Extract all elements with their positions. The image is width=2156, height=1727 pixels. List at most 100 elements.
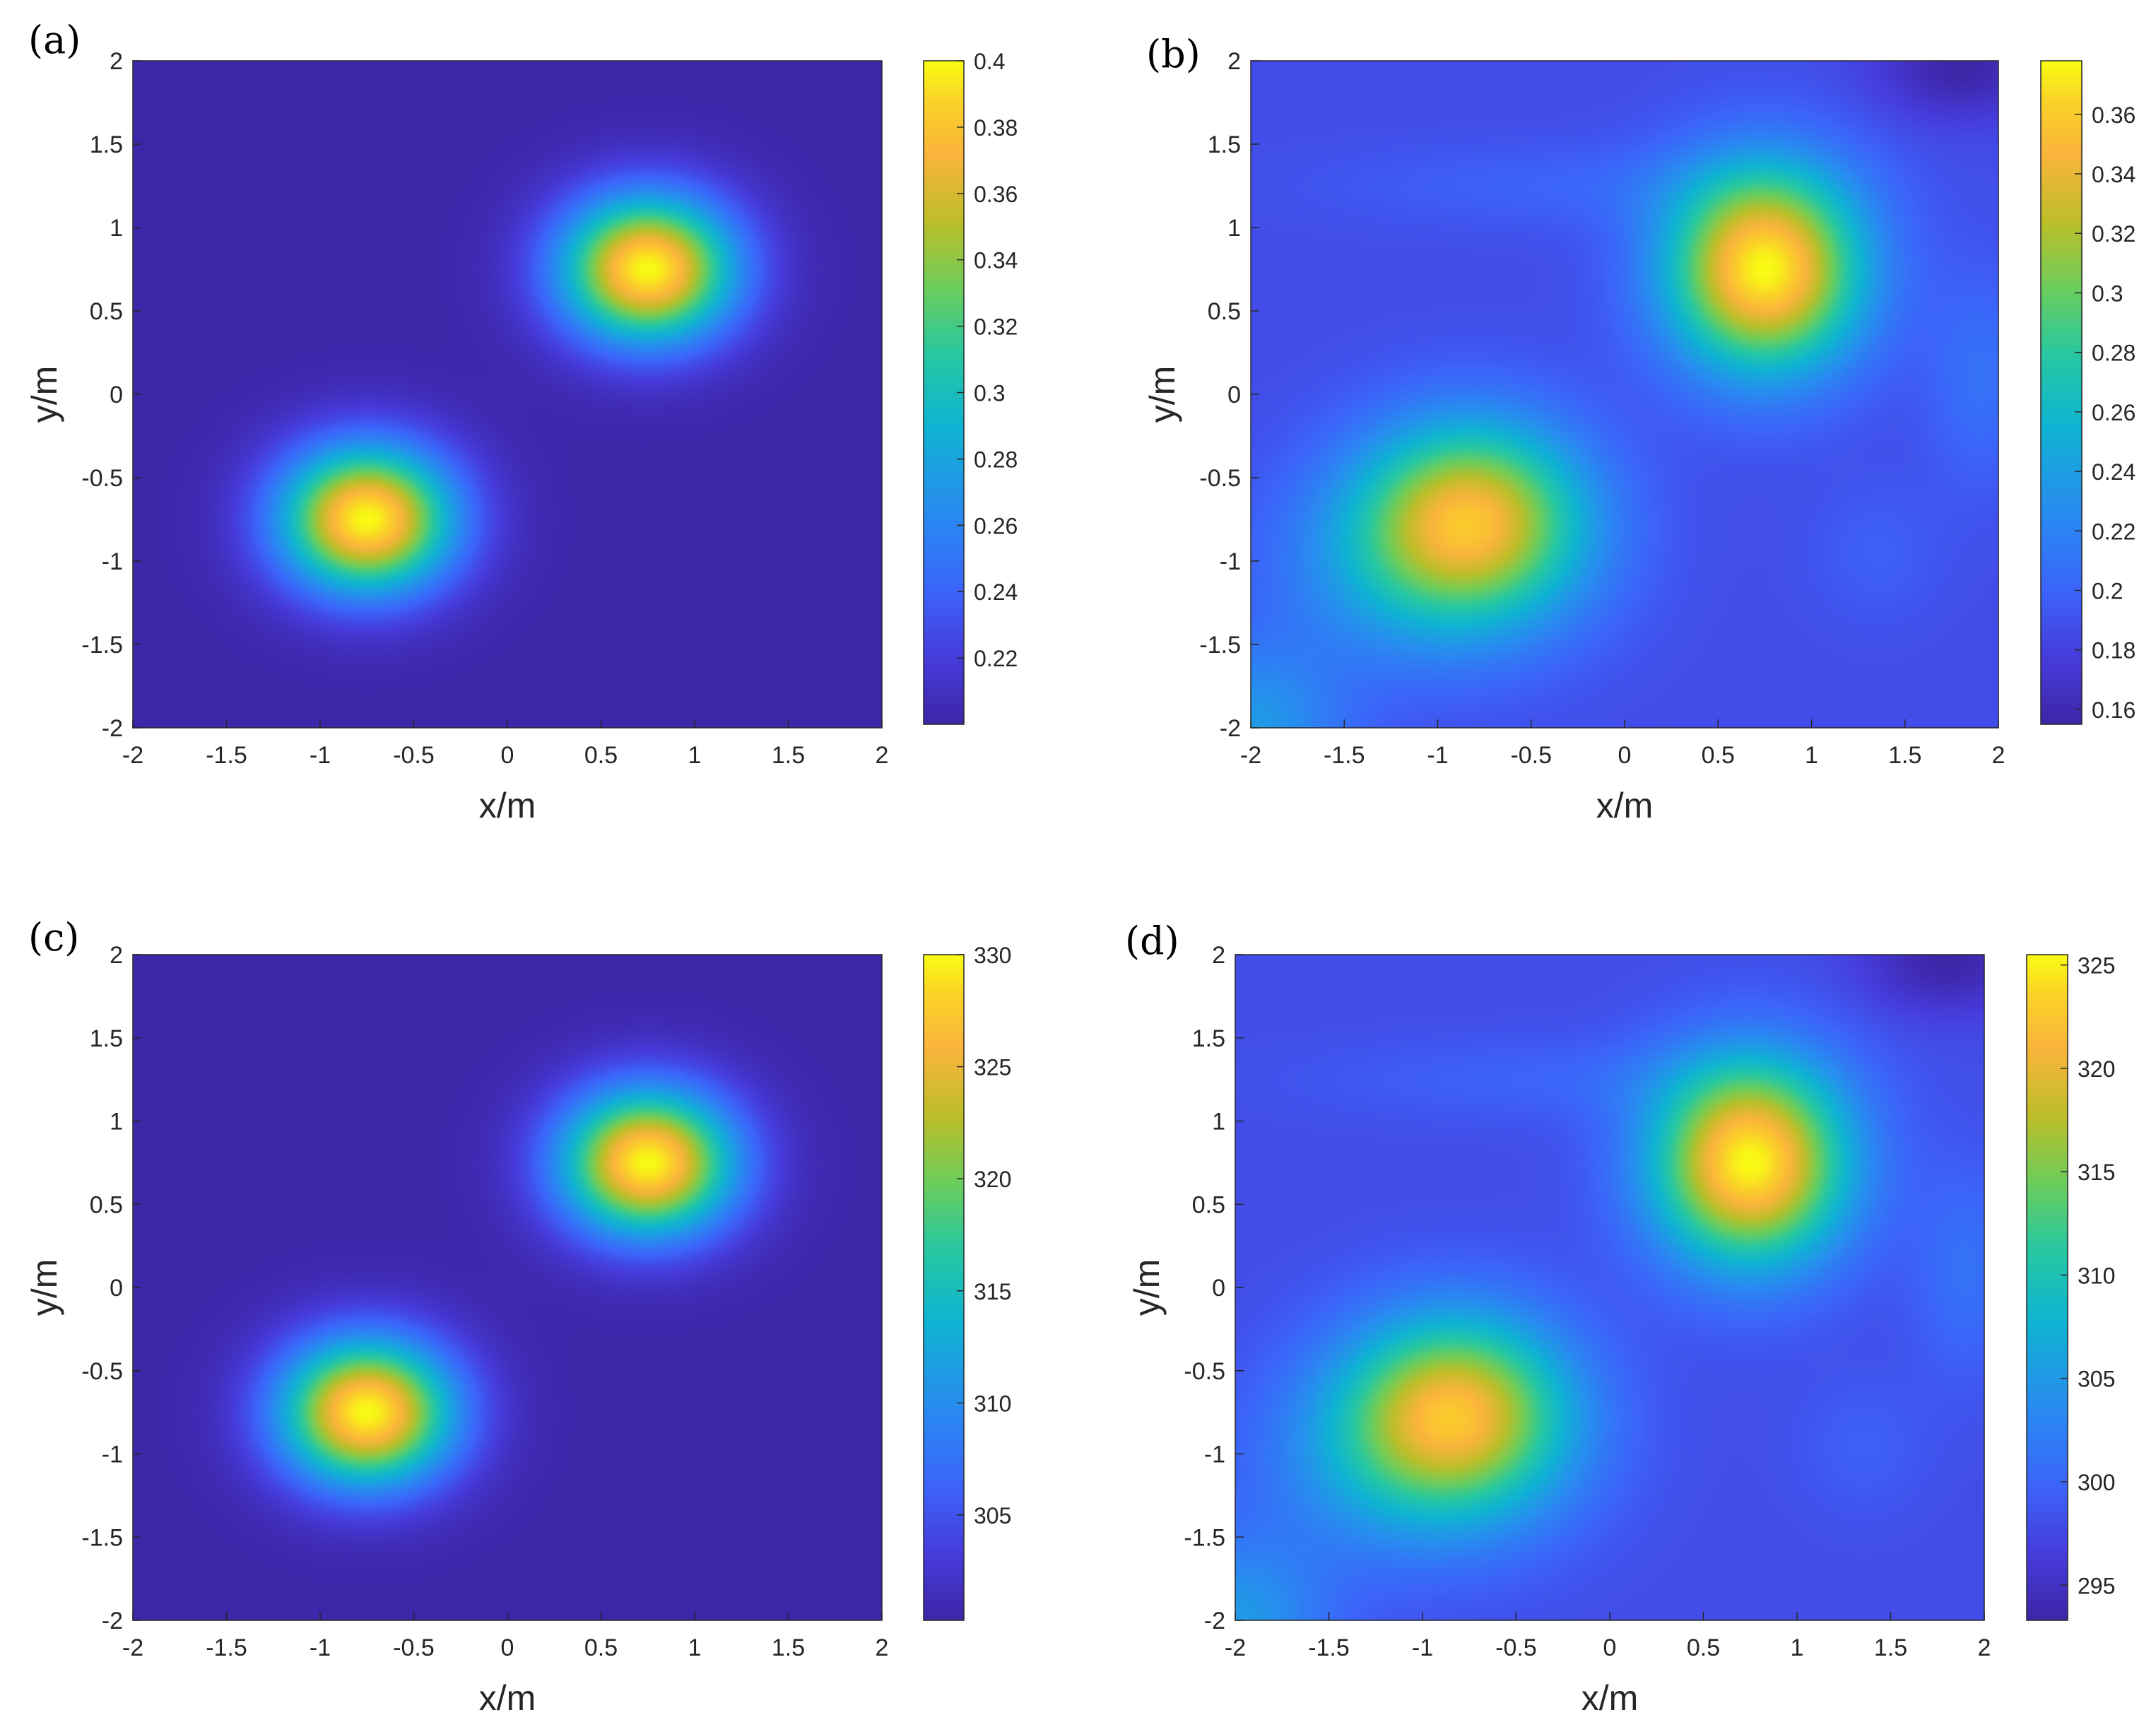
panel-a: (a) -2 -1.5 -1 -0.5 0 0.5 1 1.5 2 -2 -1.5 -1 -0.5 0 0.5… <box>25 18 1018 825</box>
y-tick-label: 2 <box>110 48 123 75</box>
y-tick-label: 1 <box>1212 1109 1225 1136</box>
x-axis-label: x/m <box>479 1678 536 1718</box>
y-tick-label: 0 <box>110 1275 123 1302</box>
x-tick-label: -2 <box>122 742 143 769</box>
panel-label: (d) <box>1125 919 1179 963</box>
colorbar-tick-label: 310 <box>974 1391 1011 1416</box>
y-tick-label: -0.5 <box>1199 465 1241 492</box>
x-tick-label: -0.5 <box>393 1634 435 1661</box>
colorbar-tick-label: 305 <box>974 1503 1011 1528</box>
y-tick-label: -1.5 <box>81 1524 123 1551</box>
colorbar-tick-label: 0.24 <box>2092 459 2136 485</box>
colorbar-tick-label: 0.22 <box>2092 519 2136 544</box>
x-tick-label: -1 <box>310 742 331 769</box>
y-tick-label: 0.5 <box>1192 1191 1225 1218</box>
x-tick-label: -1 <box>1427 742 1448 769</box>
x-tick-label: -1 <box>1412 1634 1433 1661</box>
x-tick-label: 1 <box>1791 1634 1804 1661</box>
panel-label: (a) <box>28 18 81 62</box>
x-tick-label: -1.5 <box>1324 742 1365 769</box>
x-tick-label: 0 <box>1618 742 1632 769</box>
y-axis-label: y/m <box>1127 1259 1167 1316</box>
y-tick-label: 1 <box>110 215 123 242</box>
y-tick-label: -1.5 <box>1199 632 1241 659</box>
y-tick-label: -1.5 <box>81 632 123 659</box>
x-tick-label: -0.5 <box>1495 1634 1537 1661</box>
colorbar-tick-label: 0.4 <box>974 49 1005 74</box>
x-axis-label: x/m <box>1581 1678 1639 1718</box>
y-axis-label: y/m <box>1143 366 1182 423</box>
panel-b: (b) -2 -1.5 -1 -0.5 0 0.5 1 1.5 2 -2 -1.5 -1 -0.5 0 0.5… <box>1143 32 2136 825</box>
y-tick-label: -0.5 <box>81 1358 123 1385</box>
y-tick-label: -2 <box>102 1608 123 1634</box>
y-tick-label: -1 <box>1204 1442 1225 1468</box>
colorbar-tick-label: 310 <box>2078 1263 2115 1288</box>
x-tick-label: 0.5 <box>584 742 618 769</box>
heatmap-image <box>133 955 882 1620</box>
colorbar-tick-label: 0.26 <box>2092 400 2136 425</box>
colorbar-tick-label: 0.3 <box>2092 281 2123 306</box>
y-tick-label: 2 <box>1227 48 1241 75</box>
y-tick-label: 0 <box>1212 1275 1225 1302</box>
y-tick-label: 1 <box>110 1109 123 1136</box>
x-tick-label: -1.5 <box>1308 1634 1350 1661</box>
y-tick-label: 0.5 <box>1208 298 1241 325</box>
y-tick-label: -2 <box>1220 715 1241 742</box>
heatmap-image <box>1251 61 1998 728</box>
colorbar-tick-label: 0.18 <box>2092 638 2136 664</box>
y-tick-label: -0.5 <box>81 465 123 492</box>
colorbar-tick-label: 0.22 <box>974 646 1018 671</box>
y-axis-label: y/m <box>25 1259 64 1316</box>
x-tick-label: 0.5 <box>1687 1634 1720 1661</box>
y-tick-label: 0 <box>1227 382 1241 408</box>
y-tick-label: -2 <box>1204 1608 1225 1634</box>
y-tick-label: -1.5 <box>1184 1524 1225 1551</box>
x-tick-label: 1.5 <box>1888 742 1921 769</box>
x-tick-label: 0 <box>1603 1634 1617 1661</box>
x-tick-label: 0 <box>501 1634 514 1661</box>
x-tick-label: -1 <box>310 1634 331 1661</box>
y-tick-label: -2 <box>102 715 123 742</box>
x-tick-label: 1 <box>688 742 702 769</box>
colorbar-frame <box>2040 60 2083 725</box>
heatmap-image <box>1235 955 1984 1620</box>
colorbar-tick-label: 0.28 <box>2092 341 2136 366</box>
x-tick-label: -1.5 <box>206 742 247 769</box>
panel-label: (b) <box>1146 32 1201 76</box>
colorbar-tick-label: 0.36 <box>2092 102 2136 128</box>
colorbar-tick-label: 315 <box>2078 1160 2115 1185</box>
colorbar-tick-label: 320 <box>974 1167 1011 1192</box>
colorbar-tick-label: 0.28 <box>974 447 1018 472</box>
heatmap-image <box>133 61 882 728</box>
x-axis-label: x/m <box>479 786 536 825</box>
colorbar-tick-label: 295 <box>2078 1573 2115 1598</box>
colorbar-image <box>2027 955 2068 1620</box>
colorbar-tick-label: 0.34 <box>974 248 1018 273</box>
colorbar-tick-label: 0.32 <box>2092 221 2136 247</box>
y-tick-label: -1 <box>102 548 123 575</box>
x-tick-label: -2 <box>122 1634 143 1661</box>
colorbar-tick-label: 315 <box>974 1279 1011 1304</box>
colorbar-frame <box>2026 954 2068 1621</box>
x-tick-label: 0.5 <box>1702 742 1735 769</box>
x-tick-label: -0.5 <box>393 742 435 769</box>
x-tick-label: 1 <box>688 1634 702 1661</box>
colorbar-image <box>924 955 964 1620</box>
x-tick-label: -2 <box>1240 742 1261 769</box>
x-tick-label: 0.5 <box>584 1634 618 1661</box>
x-axis-label: x/m <box>1596 786 1654 825</box>
colorbar-tick-label: 330 <box>974 943 1011 968</box>
colorbar-tick-label: 0.3 <box>974 381 1005 406</box>
colorbar-tick-label: 325 <box>974 1055 1011 1080</box>
y-tick-label: 1 <box>1227 215 1241 242</box>
y-tick-label: 0 <box>110 382 123 408</box>
y-tick-label: 0.5 <box>90 298 123 325</box>
y-tick-label: 2 <box>110 942 123 969</box>
panel-label: (c) <box>28 915 79 960</box>
x-tick-label: 1 <box>1805 742 1818 769</box>
x-tick-label: 2 <box>1978 1634 1991 1661</box>
x-tick-label: 2 <box>876 742 889 769</box>
colorbar-tick-label: 0.16 <box>2092 697 2136 723</box>
y-axis-label: y/m <box>25 366 64 423</box>
